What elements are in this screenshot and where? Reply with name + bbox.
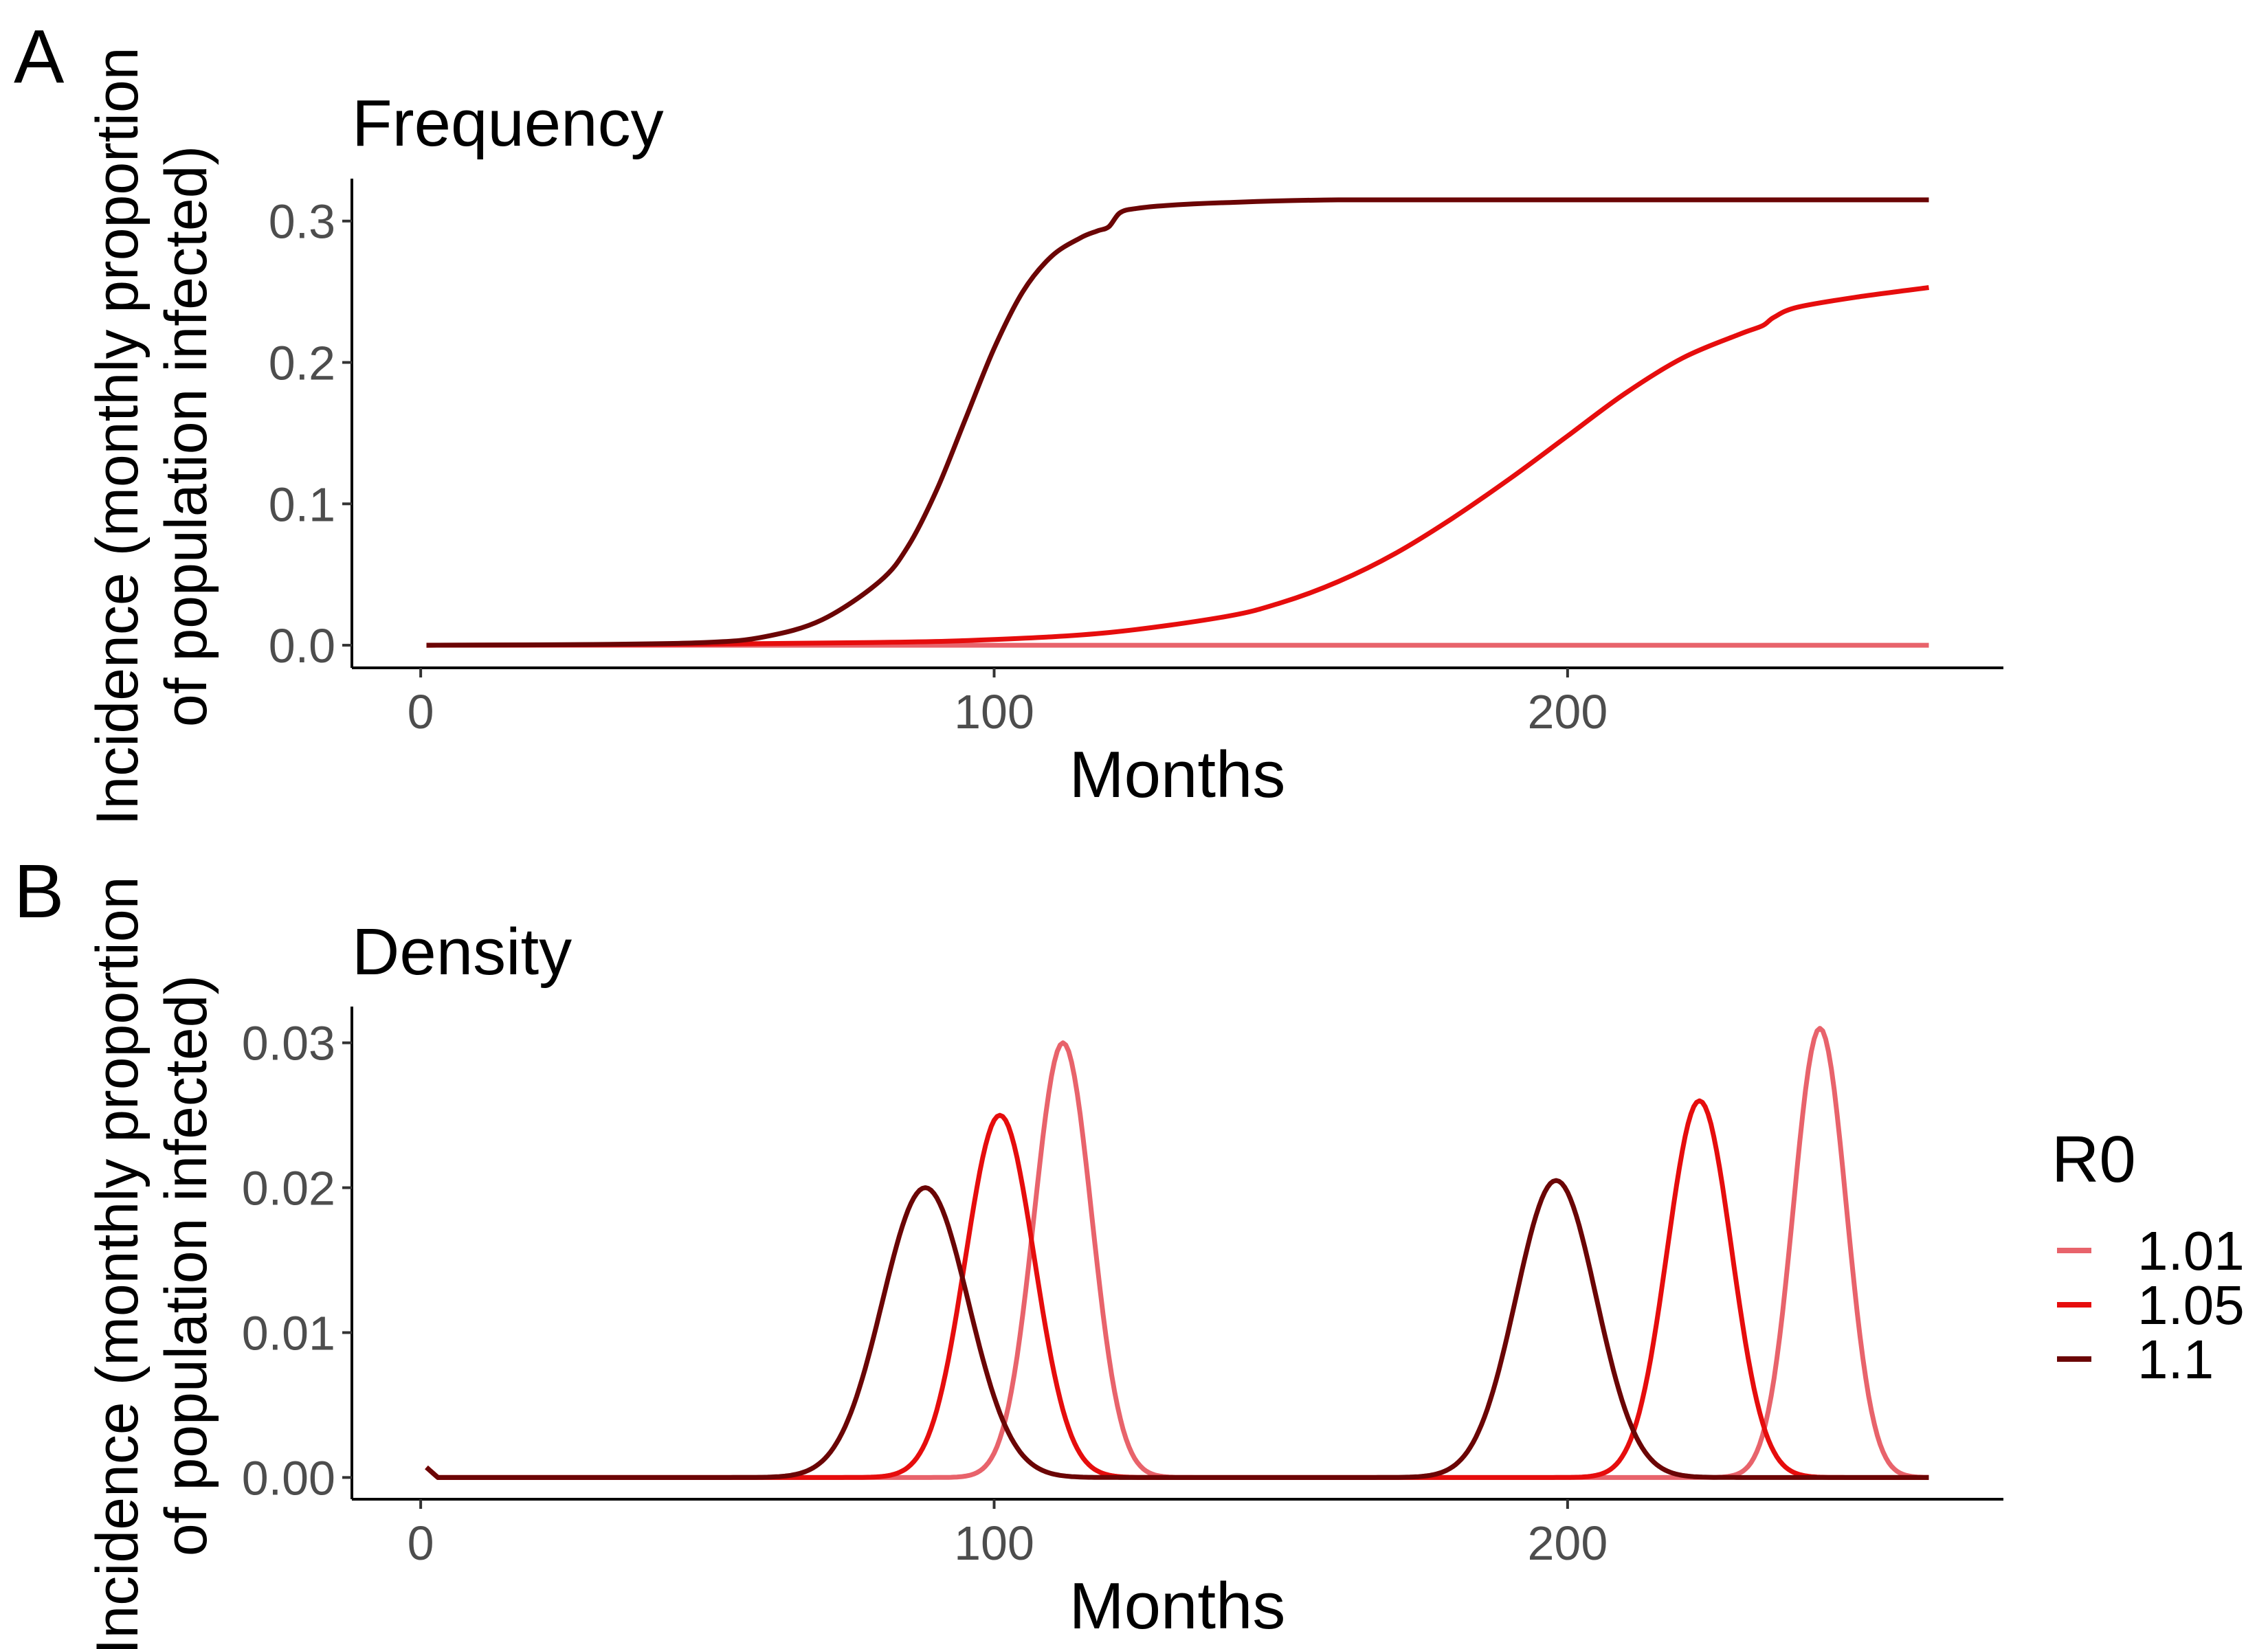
series-b — [425, 1026, 1929, 1480]
y-tick-label-b: 0.01 — [242, 1306, 335, 1360]
y-tick-label-b: 0.00 — [242, 1451, 335, 1505]
panel-label-a: A — [14, 14, 65, 99]
legend-label-1-01: 1.01 — [2137, 1220, 2245, 1281]
y-axis-title-a-line2: of population infected) — [153, 146, 219, 727]
y-axis-title-a-line1: Incidence (monthly proportion — [85, 47, 151, 826]
x-axis-title-a: Months — [1069, 738, 1286, 811]
y-tick-label-b: 0.02 — [242, 1162, 335, 1215]
legend: R0 1.01 1.05 1.1 — [2052, 1123, 2245, 1390]
x-tick-label-a: 200 — [1527, 685, 1608, 739]
ticks-a: 0 100 200 0.0 0.1 0.2 0.3 — [269, 195, 1608, 739]
x-tick-label-b: 100 — [954, 1516, 1034, 1570]
y-axis-title-b: Incidence (monthly proportion of populat… — [85, 877, 219, 1649]
legend-label-1-05: 1.05 — [2137, 1275, 2245, 1336]
panel-title-b: Density — [352, 915, 572, 989]
series-a — [426, 197, 1929, 648]
series-line-b-r0-1-01 — [425, 1026, 1929, 1480]
panel-a: A Frequency Incidence (monthly proportio… — [14, 14, 2003, 825]
x-axis-title-b: Months — [1069, 1569, 1286, 1643]
x-tick-label-a: 100 — [954, 685, 1034, 739]
y-tick-label-a: 0.1 — [269, 478, 335, 531]
panel-b: B Density Incidence (monthly proportion … — [14, 849, 2003, 1649]
y-tick-label-a: 0.0 — [269, 619, 335, 673]
panel-label-b: B — [14, 849, 64, 934]
x-tick-label-b: 200 — [1527, 1516, 1608, 1570]
y-axis-title-b-line2: of population infected) — [153, 975, 219, 1556]
series-line-a-r0-1-1 — [426, 197, 1929, 648]
legend-title: R0 — [2052, 1123, 2136, 1196]
legend-label-1-1: 1.1 — [2137, 1329, 2214, 1390]
y-axis-title-b-line1: Incidence (monthly proportion — [85, 877, 151, 1649]
x-tick-label-a: 0 — [408, 685, 434, 739]
y-axis-title-a: Incidence (monthly proportion of populat… — [85, 47, 219, 826]
y-tick-label-b: 0.03 — [242, 1017, 335, 1070]
series-line-b-r0-1-1 — [425, 1178, 1929, 1480]
y-tick-label-a: 0.2 — [269, 337, 335, 390]
panel-title-a: Frequency — [352, 87, 664, 160]
x-tick-label-b: 0 — [408, 1516, 434, 1570]
series-line-b-r0-1-05 — [425, 1098, 1929, 1480]
y-tick-label-a: 0.3 — [269, 195, 335, 249]
series-line-a-r0-1-05 — [426, 285, 1929, 648]
ticks-b: 0 100 200 0.00 0.01 0.02 0.03 — [242, 1017, 1608, 1570]
